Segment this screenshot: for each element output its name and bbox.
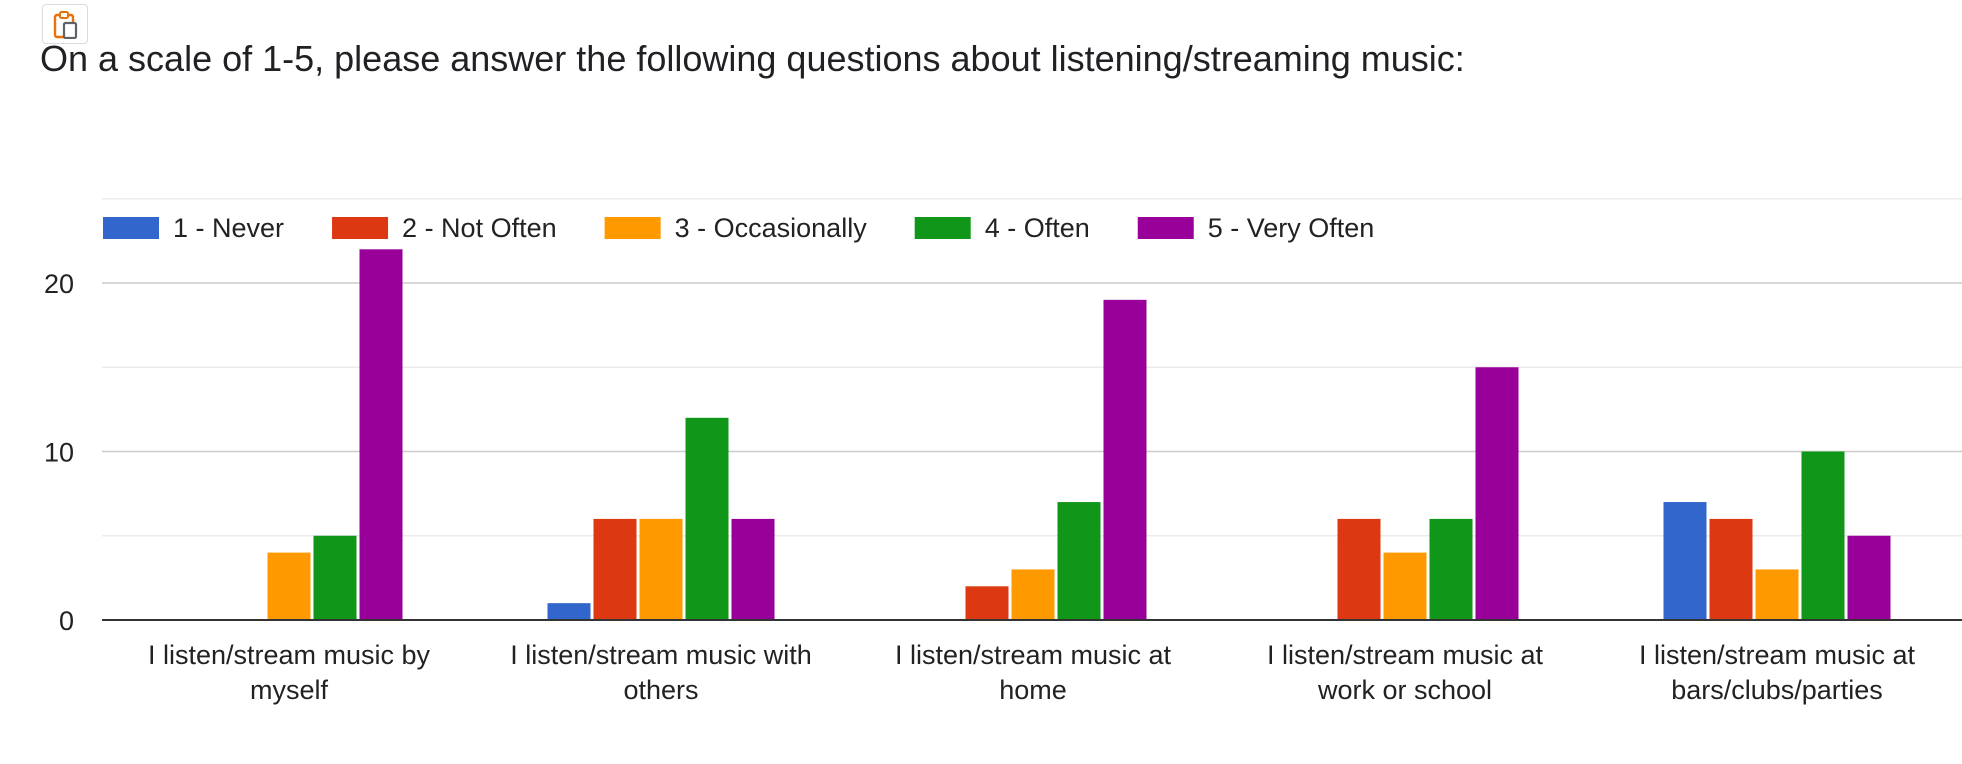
bar <box>1383 552 1427 620</box>
x-tick-label: I listen/stream music with <box>510 640 812 670</box>
clipboard-copy-icon <box>53 11 78 39</box>
x-tick-label: bars/clubs/parties <box>1671 675 1883 705</box>
bar <box>1755 569 1799 620</box>
bar <box>685 417 729 620</box>
x-tick-label: myself <box>250 675 329 705</box>
bar <box>639 518 683 620</box>
bar <box>1011 569 1055 620</box>
bar <box>547 603 591 620</box>
bar <box>965 586 1009 620</box>
legend-label: 3 - Occasionally <box>675 213 868 243</box>
x-tick-label: I listen/stream music at <box>1267 640 1544 670</box>
bar <box>1663 502 1707 620</box>
bar <box>1709 518 1753 620</box>
bar <box>1429 518 1473 620</box>
y-tick-label: 0 <box>59 606 74 636</box>
legend-swatch <box>914 217 971 239</box>
legend-label: 4 - Often <box>985 213 1090 243</box>
y-tick-label: 10 <box>44 438 74 468</box>
x-tick-label: home <box>999 675 1067 705</box>
legend-label: 2 - Not Often <box>402 213 557 243</box>
bar <box>1057 502 1101 620</box>
copy-chart-button[interactable] <box>42 4 88 44</box>
bar <box>359 249 403 621</box>
legend-swatch <box>1137 217 1194 239</box>
bar <box>593 518 637 620</box>
x-tick-label: work or school <box>1317 675 1492 705</box>
legend-label: 1 - Never <box>173 213 284 243</box>
page-title: On a scale of 1-5, please answer the fol… <box>40 38 1465 79</box>
bar <box>731 518 775 620</box>
legend-swatch <box>332 217 389 239</box>
x-tick-label: I listen/stream music at <box>1639 640 1916 670</box>
x-tick-label: others <box>623 675 698 705</box>
bar <box>1475 367 1519 620</box>
x-tick-label: I listen/stream music at <box>895 640 1172 670</box>
legend-swatch <box>103 217 159 239</box>
bar <box>1337 518 1381 620</box>
bar <box>1847 535 1891 620</box>
legend-label: 5 - Very Often <box>1208 213 1375 243</box>
y-tick-label: 20 <box>44 269 74 299</box>
bar <box>267 552 311 620</box>
legend-swatch <box>604 217 661 239</box>
bar <box>1801 451 1845 620</box>
bar <box>313 535 357 620</box>
bar <box>1103 299 1147 620</box>
x-tick-label: I listen/stream music by <box>148 640 431 670</box>
